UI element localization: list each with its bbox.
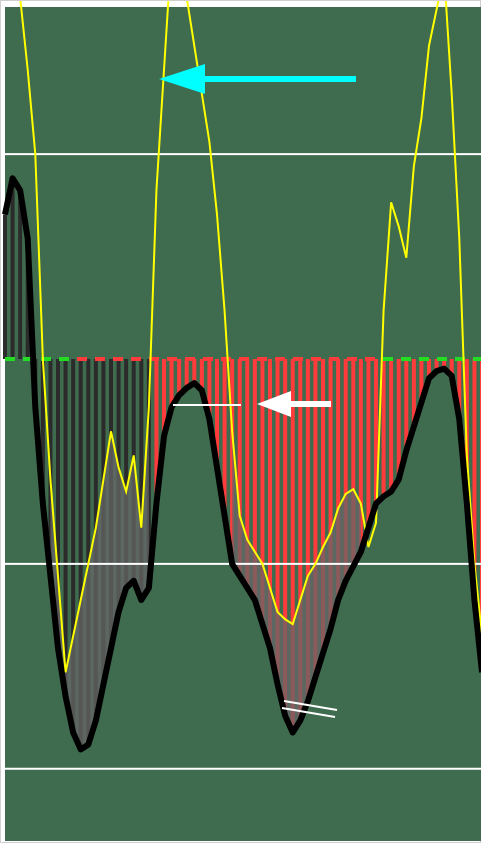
main-line <box>2 175 481 753</box>
shaded-segment <box>232 431 361 733</box>
big-arrow-head <box>159 64 205 94</box>
shaded-segment <box>50 407 149 750</box>
tick-line <box>281 707 336 718</box>
signal-line <box>19 1 481 673</box>
tick-line <box>283 700 338 711</box>
level-lines <box>5 153 481 770</box>
small-arrow-head <box>257 391 291 417</box>
annotations <box>159 64 356 718</box>
series-lines <box>2 1 481 753</box>
